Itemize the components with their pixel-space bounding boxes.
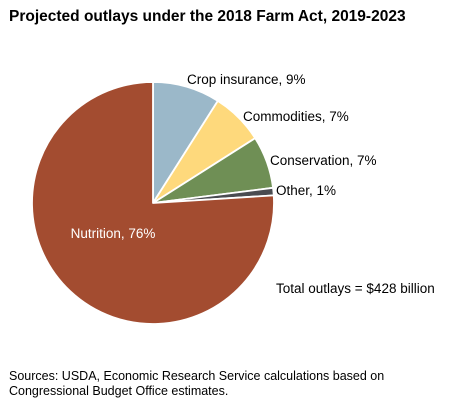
slice-label-conservation: Conservation, 7%	[270, 153, 377, 168]
slice-label-commodities: Commodities, 7%	[243, 109, 349, 124]
slice-label-nutrition: Nutrition, 76%	[71, 226, 156, 241]
chart-title: Projected outlays under the 2018 Farm Ac…	[9, 8, 406, 25]
total-outlays-note: Total outlays = $428 billion	[276, 281, 435, 296]
source-note: Sources: USDA, Economic Research Service…	[9, 369, 385, 398]
pie-slice-nutrition	[31, 81, 275, 325]
slice-label-other: Other, 1%	[276, 183, 336, 198]
slice-label-crop-insurance: Crop insurance, 9%	[187, 72, 306, 87]
